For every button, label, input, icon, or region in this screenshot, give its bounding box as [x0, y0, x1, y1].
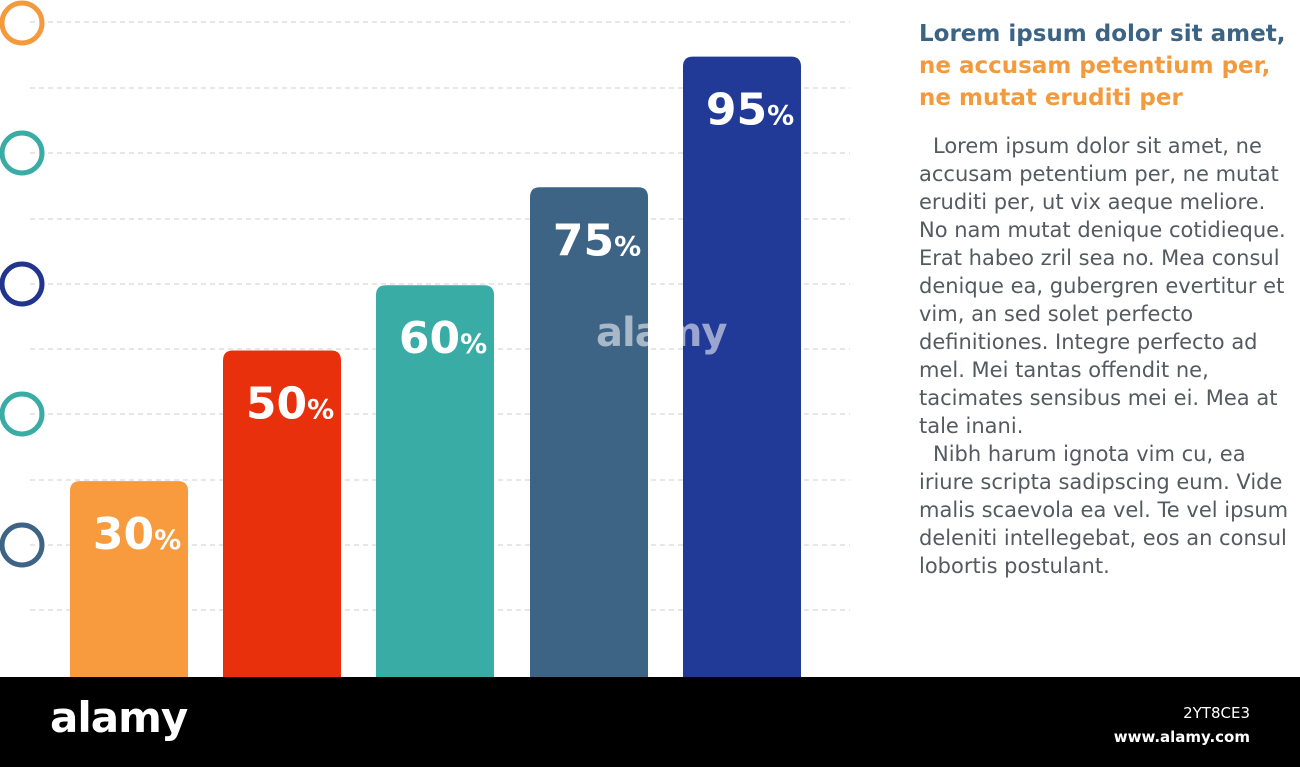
footer-bar: alamy 2YT8CE3 www.alamy.com	[0, 677, 1300, 767]
bar-value-label: 95%	[706, 85, 794, 136]
axis-ring-marker	[0, 130, 45, 176]
side-heading: Lorem ipsum dolor sit amet, ne accusam p…	[919, 18, 1299, 114]
bar-value-label: 75%	[553, 215, 641, 266]
bar-value-label: 50%	[246, 379, 334, 430]
axis-ring-marker	[0, 391, 45, 437]
alamy-logo: alamy	[50, 693, 188, 742]
body-text: Lorem ipsum dolor sit amet, ne accusam p…	[919, 132, 1299, 580]
site-url: www.alamy.com	[1113, 728, 1250, 746]
axis-ring-marker	[0, 0, 45, 46]
bar-value-label: 60%	[399, 313, 487, 364]
image-id: 2YT8CE3	[1183, 704, 1250, 722]
bar-chart: 30% 50% 60% 75% 95%	[0, 0, 850, 677]
bar	[530, 187, 648, 677]
bar	[70, 481, 188, 677]
bar	[376, 285, 494, 677]
body-paragraph-2: Nibh harum ignota vim cu, ea iriure scri…	[919, 442, 1289, 578]
axis-ring-marker	[0, 522, 45, 568]
heading-line-1: Lorem ipsum dolor sit amet,	[919, 21, 1286, 47]
heading-line-3: ne mutat eruditi per	[919, 85, 1183, 111]
bar	[223, 350, 341, 677]
axis-ring-marker	[0, 261, 45, 307]
bar-value-label: 30%	[93, 509, 181, 560]
heading-line-2: ne accusam petentium per,	[919, 53, 1271, 79]
side-panel: Lorem ipsum dolor sit amet, ne accusam p…	[919, 18, 1299, 580]
bar	[683, 56, 801, 677]
image-id-block: 2YT8CE3 www.alamy.com	[1114, 701, 1250, 749]
watermark-text: alamy	[596, 310, 727, 356]
body-paragraph-1: Lorem ipsum dolor sit amet, ne accusam p…	[919, 134, 1286, 438]
